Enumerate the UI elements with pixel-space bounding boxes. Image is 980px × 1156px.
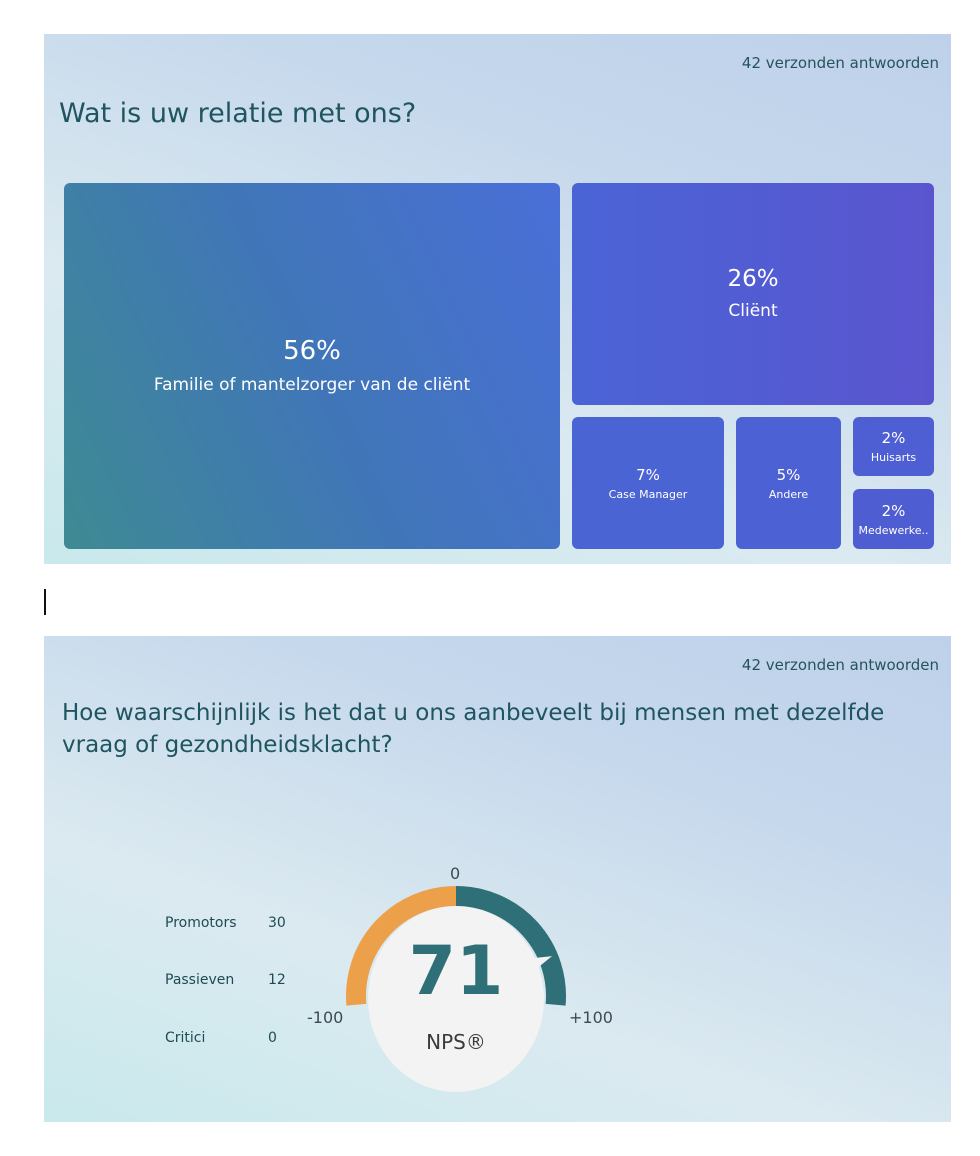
stat-value: 30 xyxy=(268,915,286,931)
stat-label: Passieven xyxy=(165,972,235,988)
tile-percentage: 5% xyxy=(776,465,801,484)
gauge-zero-label: 0 xyxy=(450,864,461,883)
tile-label: Huisarts xyxy=(870,451,917,464)
gauge-max-label: +100 xyxy=(569,1008,613,1027)
tile-label: Cliënt xyxy=(728,301,778,321)
stat-passieven: Passieven 12 xyxy=(165,972,286,988)
response-count: 42 verzonden antwoorden xyxy=(741,54,939,72)
stat-value: 12 xyxy=(268,972,286,988)
tile-label: Andere xyxy=(768,487,809,501)
gauge-arc-negative xyxy=(346,886,457,1006)
tile-percentage: 56% xyxy=(283,336,341,366)
gauge-center-disc xyxy=(368,906,544,1092)
treemap-tile-huisarts[interactable]: 2% Huisarts xyxy=(853,417,934,476)
nps-label: NPS® xyxy=(426,1030,486,1054)
tile-label: Familie of mantelzorger van de cliënt xyxy=(153,375,471,395)
tile-label: Medewerke.. xyxy=(858,523,929,537)
text-cursor xyxy=(44,589,46,615)
tile-percentage: 2% xyxy=(881,501,906,520)
stat-promotors: Promotors 30 xyxy=(165,915,286,931)
treemap-tile-case-manager[interactable]: 7% Case Manager xyxy=(572,417,724,549)
gauge-arc-positive xyxy=(455,886,566,1006)
nps-question-card: 42 verzonden antwoorden Hoe waarschijnli… xyxy=(44,636,951,1122)
tile-percentage: 7% xyxy=(636,465,660,484)
relation-question-card: 42 verzonden antwoorden Wat is uw relati… xyxy=(44,34,951,564)
stat-label: Critici xyxy=(165,1030,206,1046)
stat-value: 0 xyxy=(268,1030,277,1046)
stat-critici: Critici 0 xyxy=(165,1030,277,1046)
treemap-tile-familie[interactable]: 56% Familie of mantelzorger van de cliën… xyxy=(64,183,560,549)
question-title: Hoe waarschijnlijk is het dat u ons aanb… xyxy=(62,700,885,758)
tile-percentage: 2% xyxy=(881,429,906,447)
tile-percentage: 26% xyxy=(727,266,779,292)
gauge-min-label: -100 xyxy=(307,1008,344,1027)
stat-label: Promotors xyxy=(165,915,237,931)
question-title: Wat is uw relatie met ons? xyxy=(59,98,417,129)
tile-label: Case Manager xyxy=(608,487,688,501)
treemap-tile-medewerker[interactable]: 2% Medewerke.. xyxy=(853,489,934,549)
treemap-tile-andere[interactable]: 5% Andere xyxy=(736,417,841,549)
treemap-tile-client[interactable]: 26% Cliënt xyxy=(572,183,934,405)
response-count: 42 verzonden antwoorden xyxy=(741,656,939,674)
nps-score: 71 xyxy=(408,932,504,1011)
